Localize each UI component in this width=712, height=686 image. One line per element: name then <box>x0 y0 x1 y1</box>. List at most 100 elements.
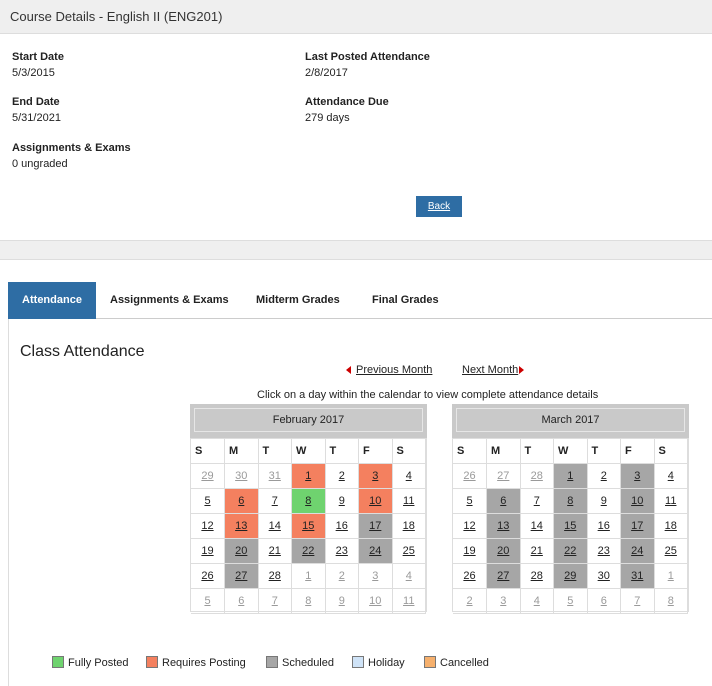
calendar-day-number[interactable]: 15 <box>564 519 577 532</box>
calendar-day-number[interactable]: 13 <box>235 519 248 532</box>
calendar-day-number[interactable]: 21 <box>530 544 543 557</box>
calendar-day-number[interactable]: 10 <box>631 494 644 507</box>
calendar-day-number[interactable]: 26 <box>463 469 476 482</box>
back-button[interactable]: Back <box>416 196 462 217</box>
calendar-day[interactable]: 14 <box>258 513 292 539</box>
calendar-day-number[interactable]: 26 <box>201 569 214 582</box>
calendar-day-number[interactable]: 2 <box>600 469 607 482</box>
calendar-day-number[interactable]: 7 <box>271 594 278 607</box>
calendar-day-number[interactable]: 6 <box>238 594 245 607</box>
calendar-day-number[interactable]: 11 <box>665 494 677 507</box>
calendar-day[interactable]: 5 <box>191 488 225 514</box>
calendar-day[interactable]: 3 <box>358 563 393 589</box>
calendar-day-number[interactable]: 14 <box>530 519 543 532</box>
calendar-day[interactable]: 30 <box>587 563 621 589</box>
calendar-day[interactable]: 16 <box>587 513 621 539</box>
calendar-day[interactable]: 13 <box>486 513 521 539</box>
calendar-day[interactable]: 9 <box>587 488 621 514</box>
calendar-day-number[interactable]: 27 <box>497 469 510 482</box>
calendar-day[interactable]: 3 <box>358 463 393 489</box>
calendar-day[interactable]: 22 <box>291 538 326 564</box>
calendar-day-number[interactable]: 16 <box>335 519 348 532</box>
calendar-day[interactable]: 17 <box>620 513 655 539</box>
calendar-day[interactable]: 3 <box>620 463 655 489</box>
calendar-day[interactable]: 24 <box>620 538 655 564</box>
calendar-day-number[interactable]: 17 <box>369 519 382 532</box>
calendar-day-number[interactable]: 4 <box>533 594 540 607</box>
calendar-day-number[interactable]: 17 <box>631 519 644 532</box>
calendar-day-number[interactable]: 3 <box>500 594 507 607</box>
calendar-day[interactable]: 15 <box>553 513 588 539</box>
calendar-day[interactable]: 11 <box>654 488 688 514</box>
calendar-day[interactable]: 11 <box>392 488 426 514</box>
calendar-day-number[interactable]: 31 <box>268 469 281 482</box>
calendar-day[interactable]: 23 <box>325 538 359 564</box>
calendar-day-number[interactable]: 2 <box>338 569 345 582</box>
calendar-day-number[interactable]: 12 <box>201 519 214 532</box>
calendar-day-number[interactable]: 8 <box>305 594 312 607</box>
calendar-day[interactable]: 20 <box>486 538 521 564</box>
calendar-day-number[interactable]: 8 <box>305 494 312 507</box>
calendar-day-number[interactable]: 30 <box>235 469 248 482</box>
calendar-day-number[interactable]: 2 <box>338 469 345 482</box>
calendar-day[interactable]: 13 <box>224 513 259 539</box>
calendar-day-number[interactable]: 12 <box>463 519 476 532</box>
calendar-day[interactable]: 8 <box>291 588 326 614</box>
calendar-day[interactable]: 29 <box>191 463 225 489</box>
tab-assignments-exams[interactable]: Assignments & Exams <box>110 294 229 306</box>
calendar-day[interactable]: 25 <box>392 538 426 564</box>
calendar-day[interactable]: 10 <box>358 588 393 614</box>
calendar-day-number[interactable]: 29 <box>564 569 577 582</box>
calendar-day-number[interactable]: 30 <box>597 569 610 582</box>
calendar-day-number[interactable]: 19 <box>463 544 476 557</box>
calendar-day[interactable]: 31 <box>258 463 292 489</box>
calendar-day-number[interactable]: 31 <box>631 569 644 582</box>
calendar-day-number[interactable]: 28 <box>530 569 543 582</box>
calendar-day-number[interactable]: 1 <box>667 569 674 582</box>
calendar-day-number[interactable]: 3 <box>372 469 379 482</box>
calendar-day[interactable]: 8 <box>654 588 688 614</box>
calendar-day[interactable]: 1 <box>291 463 326 489</box>
calendar-day-number[interactable]: 26 <box>463 569 476 582</box>
calendar-day[interactable]: 26 <box>453 463 487 489</box>
calendar-day[interactable]: 18 <box>654 513 688 539</box>
calendar-day[interactable]: 15 <box>291 513 326 539</box>
calendar-day-number[interactable]: 19 <box>201 544 214 557</box>
calendar-day-number[interactable]: 24 <box>369 544 382 557</box>
calendar-day-number[interactable]: 25 <box>402 544 415 557</box>
calendar-day[interactable]: 16 <box>325 513 359 539</box>
calendar-day-number[interactable]: 7 <box>271 494 278 507</box>
calendar-day-number[interactable]: 23 <box>597 544 610 557</box>
calendar-day[interactable]: 8 <box>291 488 326 514</box>
calendar-day-number[interactable]: 6 <box>238 494 245 507</box>
calendar-day-number[interactable]: 5 <box>567 594 574 607</box>
calendar-day[interactable]: 21 <box>520 538 554 564</box>
calendar-day[interactable]: 20 <box>224 538 259 564</box>
calendar-day[interactable]: 8 <box>553 488 588 514</box>
calendar-day[interactable]: 7 <box>620 588 655 614</box>
calendar-day-number[interactable]: 3 <box>372 569 379 582</box>
calendar-day[interactable]: 22 <box>553 538 588 564</box>
calendar-day[interactable]: 29 <box>553 563 588 589</box>
calendar-day[interactable]: 2 <box>453 588 487 614</box>
calendar-day[interactable]: 27 <box>486 463 521 489</box>
calendar-day-number[interactable]: 1 <box>305 469 312 482</box>
calendar-day[interactable]: 26 <box>191 563 225 589</box>
calendar-day[interactable]: 5 <box>453 488 487 514</box>
calendar-day[interactable]: 2 <box>587 463 621 489</box>
calendar-day-number[interactable]: 27 <box>497 569 510 582</box>
calendar-day-number[interactable]: 4 <box>405 469 412 482</box>
calendar-day-number[interactable]: 20 <box>235 544 248 557</box>
calendar-day[interactable]: 4 <box>654 463 688 489</box>
calendar-day-number[interactable]: 21 <box>268 544 281 557</box>
calendar-day-number[interactable]: 16 <box>597 519 610 532</box>
calendar-day-number[interactable]: 22 <box>564 544 577 557</box>
calendar-day[interactable]: 6 <box>224 488 259 514</box>
calendar-day-number[interactable]: 20 <box>497 544 510 557</box>
calendar-day-number[interactable]: 9 <box>600 494 607 507</box>
calendar-day[interactable]: 6 <box>587 588 621 614</box>
calendar-day-number[interactable]: 10 <box>369 594 382 607</box>
calendar-day[interactable]: 10 <box>358 488 393 514</box>
calendar-day[interactable]: 5 <box>553 588 588 614</box>
calendar-day-number[interactable]: 10 <box>369 494 382 507</box>
